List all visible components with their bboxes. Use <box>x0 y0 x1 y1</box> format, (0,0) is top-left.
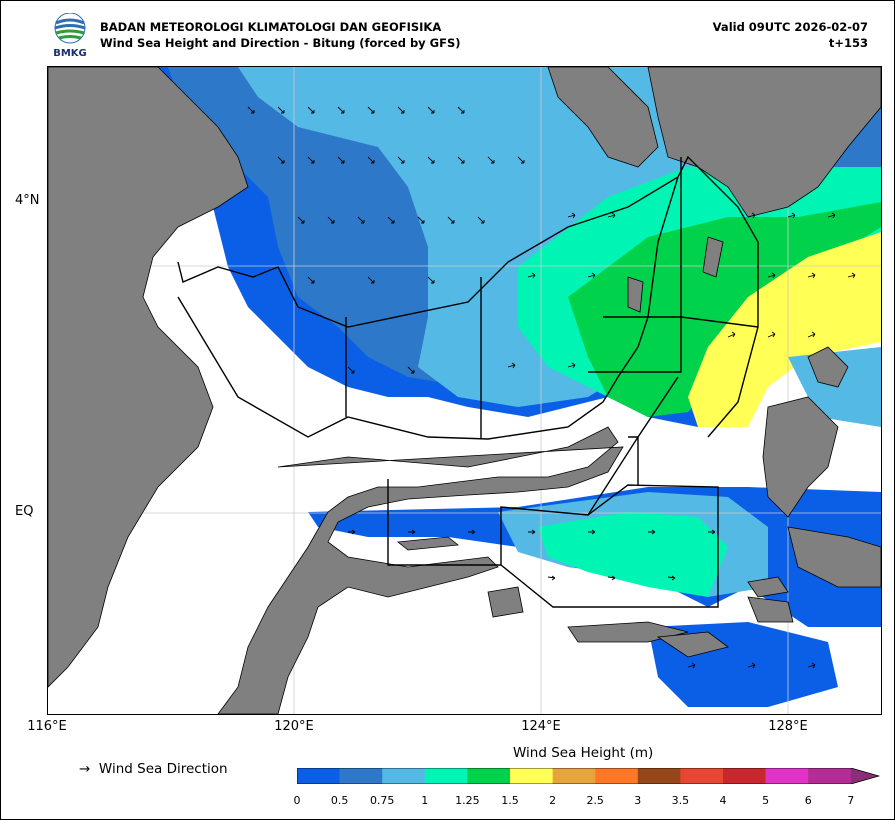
arrow-icon: → <box>79 761 91 777</box>
colorbar-segment <box>723 768 766 784</box>
colorbar-tick-label: 2 <box>549 794 557 807</box>
zone-boundary-5 <box>628 436 639 485</box>
zone-boundary-3 <box>588 316 682 373</box>
logo-text: BMKG <box>53 48 87 59</box>
lat-label-4n: 4°N <box>15 193 40 208</box>
colorbar-segment <box>680 768 724 784</box>
colorbar-outline <box>297 768 881 784</box>
colorbar-segment <box>595 768 639 784</box>
colorbar-tick-label: 5 <box>762 794 770 807</box>
forecast-zones <box>177 155 759 608</box>
east-islands <box>787 526 881 588</box>
lat-label-eq: EQ <box>15 504 34 519</box>
palawan <box>547 67 659 168</box>
buru <box>747 596 794 623</box>
lon-label-116e: 116°E <box>27 719 67 734</box>
bmkg-logo: BMKG <box>53 13 87 59</box>
lon-label-128e: 128°E <box>768 719 808 734</box>
zone-celebes-west <box>177 155 759 438</box>
wind-direction-arrows <box>247 106 856 669</box>
colorbar <box>297 768 881 784</box>
halmahera <box>762 396 839 518</box>
colorbar-segment <box>510 768 553 784</box>
map-canvas <box>48 67 881 714</box>
sangihe <box>627 276 644 313</box>
talaud <box>702 236 724 278</box>
colorbar-tick-label: 0.5 <box>330 794 349 807</box>
banggai <box>487 586 524 618</box>
colorbar-segment <box>765 768 809 784</box>
colorbar-tick-label: 3 <box>634 794 642 807</box>
colorbar-extend-arrow <box>850 768 879 784</box>
colorbar-tick-label: 6 <box>804 794 812 807</box>
zone-molucca-b <box>500 484 719 608</box>
borneo <box>48 67 249 688</box>
valid-time: Valid 09UTC 2026-02-07 <box>712 20 868 34</box>
direction-legend-label: Wind Sea Direction <box>98 761 228 777</box>
lon-label-124e: 124°E <box>521 719 561 734</box>
lead-time: t+153 <box>828 36 868 50</box>
wave-map <box>47 66 882 715</box>
mindanao <box>647 67 881 218</box>
colorbar-segment <box>297 768 340 784</box>
colorbar-tick-label: 4 <box>719 794 727 807</box>
direction-legend: → Wind Sea Direction <box>79 761 228 777</box>
colorbar-tick-label: 3.5 <box>671 794 690 807</box>
agency-name: BADAN METEOROLOGI KLIMATOLOGI DAN GEOFIS… <box>100 20 442 34</box>
colorbar-segment <box>552 768 596 784</box>
colorbar-segment <box>808 768 852 784</box>
zone-boundary-4 <box>680 157 759 328</box>
colorbar-tick-label: 1 <box>421 794 429 807</box>
sulawesi <box>217 426 624 714</box>
chart-subtitle: Wind Sea Height and Direction - Bitung (… <box>100 36 461 50</box>
lon-label-120e: 120°E <box>274 719 314 734</box>
obi <box>747 576 789 598</box>
colorbar-tick-label: 1.5 <box>501 794 519 807</box>
colorbar-segment <box>467 768 511 784</box>
colorbar-segment <box>382 768 426 784</box>
sula <box>656 631 729 658</box>
colorbar-segment <box>424 768 468 784</box>
colorbar-title: Wind Sea Height (m) <box>513 745 654 761</box>
colorbar-tick-label: 1.25 <box>455 794 480 807</box>
land <box>48 67 881 714</box>
morotai <box>807 346 849 388</box>
colorbar-segment <box>637 768 681 784</box>
colorbar-tick-label: 7 <box>847 794 855 807</box>
colorbar-tick-label: 0.75 <box>369 794 395 807</box>
togian <box>396 536 460 551</box>
colorbar-tick-label: 0 <box>293 794 301 807</box>
colorbar-segment <box>339 768 383 784</box>
colorbar-tick-label: 2.5 <box>586 794 604 807</box>
